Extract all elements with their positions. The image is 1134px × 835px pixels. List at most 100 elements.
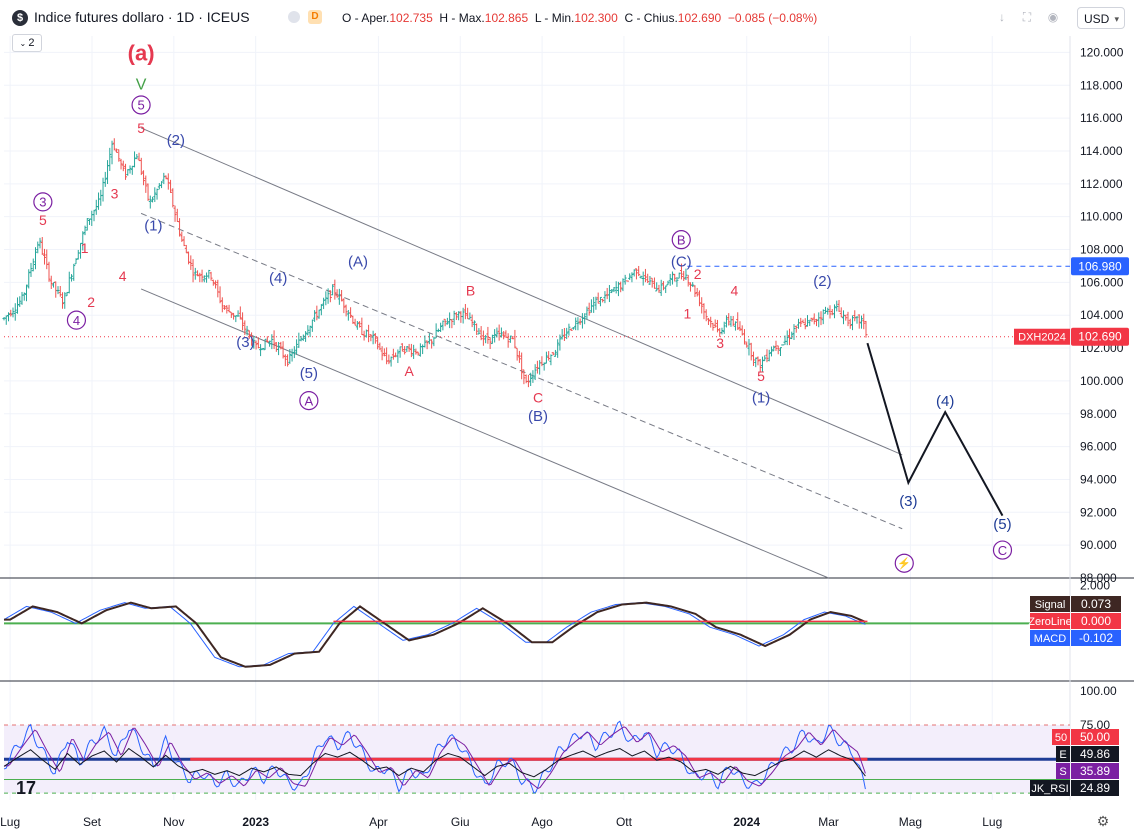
rsi-tag-label-bg [1052, 729, 1070, 745]
macd-tag-bg [1071, 630, 1121, 646]
macd-tag-label-bg [1030, 613, 1070, 629]
time-axis-label: Apr [369, 815, 388, 829]
wave-label: 5 [757, 368, 765, 384]
indicators-count: 2 [28, 37, 35, 49]
rsi-tag-bg [1071, 746, 1119, 762]
market-status-dot [288, 11, 300, 23]
wave-label: A [404, 363, 414, 379]
wave-label: A [305, 393, 314, 408]
wave-label: (4) [936, 393, 954, 410]
rsi-tag-label-bg [1056, 746, 1070, 762]
macd-tag-label-bg [1030, 596, 1070, 612]
price-axis-label: 92.000 [1080, 505, 1117, 519]
price-axis-label: 90.000 [1080, 538, 1117, 552]
change-value: −0.085 (−0.08%) [727, 11, 818, 25]
low-label: L - Min. [534, 11, 575, 25]
currency-value: USD [1084, 12, 1110, 26]
price-axis-label: 114.000 [1080, 144, 1123, 158]
wave-label: 5 [137, 120, 145, 136]
settings-icon[interactable]: ⚙ [1096, 813, 1110, 829]
currency-select[interactable]: USD ▾ [1077, 7, 1125, 29]
high-value: 102.865 [484, 11, 529, 25]
channel-upper-line [140, 127, 903, 456]
tradingview-logo: 17 [16, 778, 36, 798]
symbol-title[interactable]: Indice futures dollaro · 1D · ICEUS [34, 9, 250, 25]
channel-lower-line [140, 288, 829, 579]
rsi-tag-label: JK_RSI [1031, 783, 1068, 795]
time-axis-label: Mar [818, 815, 839, 829]
time-axis-label: 2023 [242, 815, 269, 829]
price-axis-label: 100.000 [1080, 374, 1124, 388]
wave-label: 3 [111, 186, 119, 202]
wave-label: 5 [39, 212, 47, 228]
dollar-logo: $ [12, 10, 28, 26]
rsi-line [3, 720, 866, 794]
wave-label: 5 [137, 98, 144, 113]
price-tag-value: 106.980 [1078, 259, 1122, 273]
macd-tag-value: 0.073 [1081, 597, 1111, 611]
wave-label: 4 [119, 268, 127, 284]
wave-label: (3) [236, 334, 254, 351]
wave-label: (1) [144, 217, 162, 234]
rsi-axis-label: 75.00 [1080, 718, 1110, 732]
time-axis-label: 2024 [733, 815, 760, 829]
macd-tag-label: MACD [1034, 633, 1066, 645]
time-axis-label: Mag [899, 815, 922, 829]
price-axis-label: 98.000 [1080, 407, 1117, 421]
wave-label: (3) [899, 493, 917, 510]
rsi-tag-label: E [1059, 749, 1066, 761]
rsi-tag-value: 49.86 [1080, 747, 1110, 761]
wave-label: 3 [716, 335, 724, 351]
time-axis-label: Lug [0, 815, 20, 829]
signal-line [4, 601, 866, 668]
time-axis-label: Nov [163, 815, 184, 829]
wave-label: (1) [752, 390, 770, 407]
wave-label: (C) [671, 253, 692, 270]
rsi-tag-label: 50 [1055, 732, 1067, 744]
price-axis-label: 120.000 [1080, 45, 1124, 59]
close-label: C - Chius. [624, 11, 678, 25]
price-tag-label: DXH2024 [1018, 332, 1066, 344]
wave-label: B [466, 283, 475, 299]
wave-label: (4) [269, 270, 287, 287]
rsi-tag-value: 24.89 [1080, 781, 1110, 795]
wave-label-circle [299, 391, 319, 411]
wave-label: (2) [813, 273, 831, 290]
time-axis-label: Ott [616, 815, 633, 829]
price-axis-label: 106.000 [1080, 275, 1124, 289]
price-tag-label-bg [1014, 328, 1070, 345]
lightning-icon [894, 553, 914, 573]
macd-tag-value: 0.000 [1081, 614, 1111, 628]
open-label: O - Aper. [342, 11, 390, 25]
delayed-badge: D [308, 10, 322, 24]
camera-icon[interactable]: ◉ [1047, 10, 1059, 24]
rsi-axis-label: 100.00 [1080, 684, 1117, 698]
time-axis-label: Ago [531, 815, 553, 829]
wave-label: 1 [683, 306, 691, 322]
macd-tag-label: ZeroLine [1028, 616, 1071, 628]
rsi-tag-value: 35.89 [1080, 764, 1110, 778]
time-axis-label: Giu [451, 815, 470, 829]
macd-axis-label: 2.000 [1080, 579, 1110, 593]
wave-label-circle [992, 540, 1013, 560]
price-axis-label: 104.000 [1080, 308, 1124, 322]
rsi-tag-bg [1071, 729, 1119, 745]
rsi-tag-label-bg [1056, 763, 1070, 779]
price-axis-label: 88.000 [1080, 571, 1117, 585]
wave-label: V [136, 76, 147, 93]
fullscreen-icon[interactable]: ⛶ [1022, 10, 1032, 24]
wave-label: 2 [694, 266, 702, 282]
wave-label: (5) [300, 365, 318, 382]
wave-projection-line [866, 342, 1004, 517]
time-axis-label: Lug [982, 815, 1002, 829]
wave-label: (a) [128, 40, 155, 65]
price-axis-label: 118.000 [1080, 78, 1123, 92]
indicators-toggle[interactable]: ⌄ 2 [12, 34, 42, 52]
wave-label: 3 [39, 195, 46, 210]
chart-header: $ Indice futures dollaro · 1D · ICEUS D … [0, 0, 1070, 36]
wave-label-circle [33, 192, 53, 212]
rsi-tag-bg [1071, 763, 1119, 779]
rsi-s-line [4, 726, 866, 790]
down-arrow-icon[interactable]: ↓ [999, 10, 1005, 24]
